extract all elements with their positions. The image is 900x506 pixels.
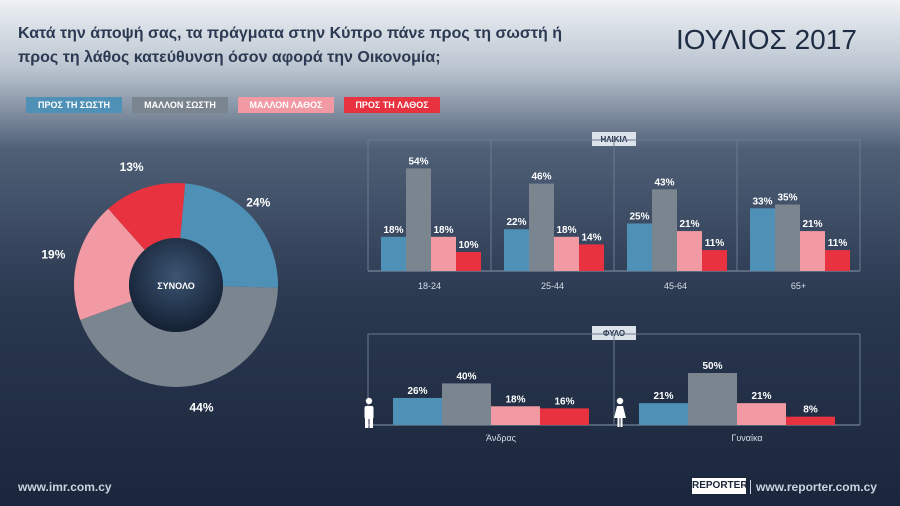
donut-value-label: 44%	[190, 400, 214, 414]
legend-label: ΜΑΛΛΟΝ ΛΑΘΟΣ	[249, 100, 323, 110]
age-bar-label: 35%	[777, 193, 797, 204]
age-bar-label: 21%	[802, 219, 822, 230]
gender-bar	[786, 416, 835, 425]
legend-item-right: ΠΡΟΣ ΤΗ ΣΩΣΤΗ	[26, 97, 122, 113]
legend-label: ΠΡΟΣ ΤΗ ΣΩΣΤΗ	[38, 100, 110, 110]
donut-slice	[80, 286, 278, 388]
icon-leg	[369, 418, 373, 428]
question-title: Κατά την άποψή σας, τα πράγματα στην Κύπ…	[18, 25, 562, 66]
age-category-label: 18-24	[418, 281, 441, 291]
icon-leg	[620, 418, 623, 427]
age-bar	[579, 244, 604, 271]
age-bar	[456, 252, 481, 271]
age-bar-label: 18%	[383, 225, 403, 236]
age-bar	[381, 236, 406, 271]
donut-center	[129, 238, 223, 332]
footer-divider	[750, 480, 751, 494]
age-bar	[775, 204, 800, 271]
age-bar-label: 54%	[408, 156, 428, 167]
gender-bar-label: 16%	[554, 396, 574, 407]
age-bar	[677, 231, 702, 271]
age-category-label: 25-44	[541, 281, 564, 291]
age-bar	[652, 189, 677, 271]
age-bar-label: 22%	[506, 217, 526, 228]
age-category-label: 65+	[791, 281, 806, 291]
gender-title-tab	[592, 326, 636, 340]
gender-bar	[639, 403, 688, 425]
age-bar	[825, 250, 850, 271]
legend-item-rather-right: ΜΑΛΛΟΝ ΣΩΣΤΗ	[132, 97, 228, 113]
icon-head	[365, 397, 373, 405]
male-icon	[364, 397, 374, 428]
age-bar-label: 46%	[531, 172, 551, 183]
age-bar	[504, 229, 529, 271]
gender-bar	[442, 383, 491, 425]
gender-bar	[393, 397, 442, 425]
age-bar-label: 33%	[752, 196, 772, 207]
reporter-logo: REPORTER	[692, 478, 748, 494]
age-bar	[800, 231, 825, 271]
age-title-tab	[592, 132, 636, 146]
gender-bar-label: 50%	[702, 361, 722, 372]
donut-value-label: 24%	[246, 196, 270, 210]
gender-category-label: Άνδρας	[486, 433, 517, 443]
gender-bar	[491, 406, 540, 425]
age-bar-label: 25%	[629, 212, 649, 223]
donut-value-label: 13%	[120, 160, 144, 174]
age-bar	[750, 208, 775, 271]
icon-dress	[614, 406, 626, 418]
footer-imr-link[interactable]: www.imr.com.cy	[18, 480, 112, 494]
gender-bar	[737, 403, 786, 425]
legend-label: ΠΡΟΣ ΤΗ ΛΑΘΟΣ	[355, 100, 429, 110]
age-bar-label: 10%	[458, 240, 478, 251]
gender-bar	[540, 408, 589, 425]
donut-slice	[74, 208, 145, 320]
icon-torso	[364, 406, 374, 419]
gender-bar-label: 8%	[803, 405, 818, 416]
age-bar	[406, 168, 431, 271]
age-bar-label: 43%	[654, 177, 674, 188]
age-bar-label: 18%	[433, 225, 453, 236]
age-bar	[554, 236, 579, 271]
gender-bar-label: 40%	[456, 371, 476, 382]
donut-slice	[108, 183, 186, 250]
donut-value-label: 19%	[41, 248, 65, 262]
gender-category-label: Γυναίκα	[731, 433, 762, 443]
age-bar	[431, 236, 456, 271]
legend-item-wrong: ΠΡΟΣ ΤΗ ΛΑΘΟΣ	[344, 97, 440, 113]
period-label: ΙΟΥΛΙΟΣ 2017	[676, 24, 857, 55]
legend-item-rather-wrong: ΜΑΛΛΟΝ ΛΑΘΟΣ	[238, 97, 334, 113]
gender-bar-label: 26%	[407, 386, 427, 397]
icon-leg	[617, 418, 620, 427]
icon-leg	[365, 418, 369, 428]
gender-bar-label: 21%	[751, 391, 771, 402]
age-bar-label: 11%	[828, 238, 848, 249]
gender-bar-label: 18%	[505, 394, 525, 405]
age-bar-label: 11%	[705, 238, 725, 249]
footer-reporter-link[interactable]: www.reporter.com.cy	[756, 480, 877, 494]
age-bar-label: 14%	[581, 232, 601, 243]
icon-head	[616, 397, 624, 405]
age-bar-label: 21%	[679, 219, 699, 230]
age-bar	[627, 223, 652, 271]
age-bar-label: 18%	[556, 225, 576, 236]
gender-bar-label: 21%	[653, 391, 673, 402]
donut-slice	[180, 183, 278, 288]
female-icon	[614, 397, 626, 427]
donut-center-label: ΣΥΝΟΛΟ	[157, 281, 194, 291]
legend-label: ΜΑΛΛΟΝ ΣΩΣΤΗ	[144, 100, 216, 110]
age-bar	[702, 250, 727, 271]
age-bar	[529, 183, 554, 271]
gender-bar	[688, 373, 737, 425]
age-category-label: 45-64	[664, 281, 687, 291]
